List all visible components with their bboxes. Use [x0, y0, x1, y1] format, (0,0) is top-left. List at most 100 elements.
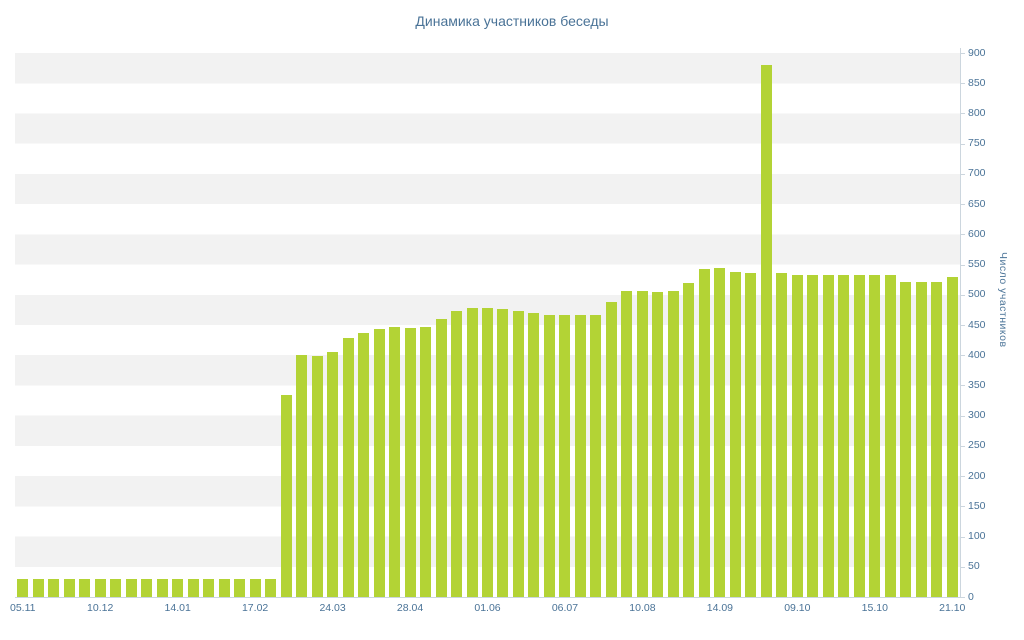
- bar: [900, 282, 912, 597]
- bar: [652, 291, 664, 597]
- y-tick-label: 750: [968, 137, 986, 150]
- x-tick-label: 14.01: [164, 602, 191, 614]
- bar: [172, 578, 184, 597]
- bar: [389, 327, 401, 597]
- bar: [776, 273, 788, 597]
- bar: [435, 318, 447, 597]
- bar: [249, 578, 261, 597]
- chart-title: Динамика участников беседы: [415, 13, 609, 29]
- y-tick-mark: [961, 143, 965, 145]
- x-tick-label: 05.11: [10, 602, 36, 614]
- bar: [497, 308, 509, 597]
- bar: [125, 578, 137, 597]
- x-tick-label: 21.10: [939, 602, 966, 614]
- y-tick-label: 850: [968, 76, 986, 89]
- x-tick-label: 28.04: [396, 602, 424, 614]
- y-tick-mark: [961, 536, 965, 538]
- y-tick-mark: [961, 506, 965, 508]
- y-tick-mark: [961, 597, 965, 598]
- x-tick-label: 06.07: [551, 602, 579, 614]
- bar: [543, 314, 555, 597]
- bar: [48, 578, 60, 597]
- bar: [265, 578, 277, 597]
- bar: [79, 578, 91, 597]
- y-tick-label: 250: [968, 439, 986, 452]
- y-tick-label: 700: [968, 167, 986, 180]
- y-tick-mark: [961, 294, 965, 296]
- bar: [946, 276, 958, 597]
- bar: [451, 310, 463, 597]
- bar: [853, 274, 865, 597]
- y-tick-label: 150: [968, 499, 986, 512]
- bar: [838, 274, 850, 597]
- y-tick-mark: [961, 83, 965, 85]
- bar: [559, 314, 571, 597]
- x-tick-label: 14.09: [706, 602, 734, 614]
- y-tick-label: 550: [968, 258, 986, 271]
- y-tick-mark: [961, 325, 965, 326]
- bar: [187, 578, 199, 597]
- y-tick-mark: [961, 53, 965, 54]
- bar: [482, 308, 493, 597]
- y-axis-title: Число участников: [997, 252, 1009, 348]
- bar: [17, 578, 29, 597]
- x-tick-label: 10.12: [87, 602, 114, 614]
- bar: [729, 271, 741, 597]
- x-tick-label: 01.06: [474, 602, 501, 614]
- bar: [807, 274, 819, 597]
- y-tick-mark: [961, 113, 965, 115]
- bar: [822, 274, 834, 597]
- bar: [590, 314, 602, 597]
- bar: [358, 332, 370, 597]
- bar: [342, 338, 354, 597]
- bar: [203, 578, 215, 597]
- y-tick-label: 800: [968, 106, 986, 119]
- y-tick-mark: [961, 234, 965, 236]
- bar: [667, 290, 679, 597]
- x-tick-label: 09.10: [784, 602, 811, 614]
- bar: [621, 291, 633, 597]
- bar: [327, 351, 339, 597]
- bar: [869, 274, 881, 597]
- bar: [63, 578, 75, 597]
- x-tick-label: 17.02: [241, 602, 269, 614]
- bar: [141, 578, 153, 597]
- y-tick-mark: [961, 415, 965, 417]
- bar: [156, 578, 168, 597]
- bar: [234, 578, 246, 597]
- y-tick-label: 200: [968, 469, 986, 482]
- x-tick-label: 15.10: [861, 602, 888, 614]
- y-tick-mark: [961, 355, 965, 357]
- y-tick-label: 350: [968, 378, 986, 391]
- y-tick-label: 900: [968, 46, 986, 59]
- y-tick-mark: [961, 445, 965, 447]
- bar: [32, 578, 44, 597]
- y-tick-mark: [961, 173, 965, 175]
- bar: [698, 268, 710, 597]
- bar: [404, 328, 416, 597]
- bar: [110, 578, 122, 597]
- bar: [512, 310, 524, 597]
- y-tick-mark: [961, 385, 965, 387]
- y-tick-label: 650: [968, 197, 986, 210]
- y-tick-label: 50: [968, 560, 980, 573]
- y-tick-mark: [961, 476, 965, 478]
- y-tick-mark: [961, 264, 965, 266]
- bar: [714, 267, 726, 597]
- bar: [218, 578, 230, 597]
- y-tick-label: 100: [968, 530, 986, 543]
- bar: [636, 290, 648, 597]
- x-tick-label: 10.08: [629, 602, 656, 614]
- y-tick-mark: [961, 204, 965, 206]
- x-tick-label: 24.03: [319, 602, 346, 614]
- y-tick-label: 450: [968, 318, 986, 331]
- plot-area: [15, 48, 961, 598]
- bar: [280, 394, 292, 597]
- bar: [373, 328, 385, 597]
- bar: [311, 356, 323, 597]
- y-tick-label: 0: [968, 590, 974, 603]
- y-tick-label: 600: [968, 227, 986, 240]
- bar: [528, 312, 540, 597]
- bar: [791, 274, 803, 597]
